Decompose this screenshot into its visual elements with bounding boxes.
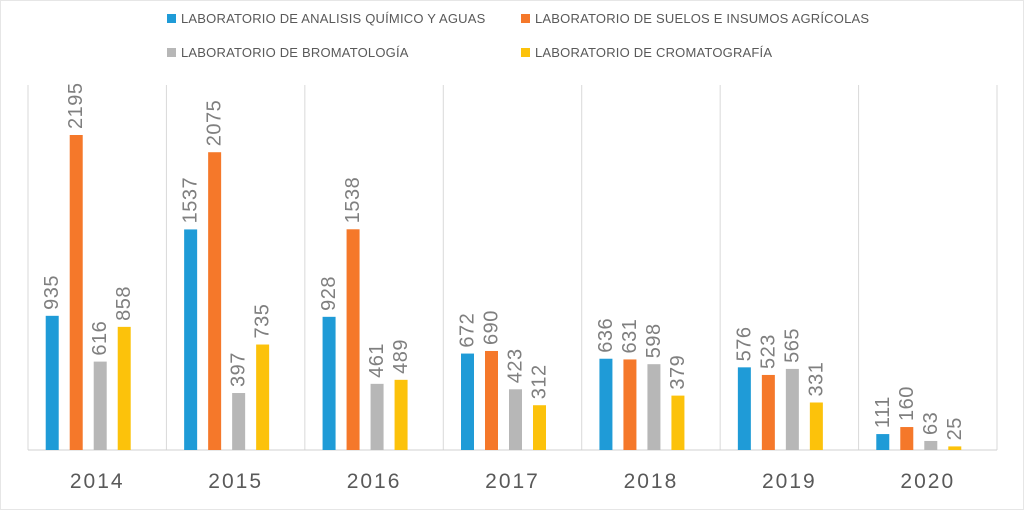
data-label: 489 [390, 339, 412, 374]
bar [671, 395, 685, 450]
x-tick-label: 2014 [70, 470, 125, 493]
bar [509, 389, 522, 450]
data-label: 576 [733, 326, 755, 361]
x-tick-label: 2015 [208, 470, 263, 493]
bar [208, 152, 222, 451]
bar [45, 315, 59, 450]
bar [461, 353, 474, 450]
legend-label-cromatografia: LABORATORIO DE CROMATOGRAFÍA [535, 45, 773, 60]
data-label: 598 [643, 323, 665, 358]
data-label: 616 [89, 321, 111, 356]
bar [876, 434, 890, 450]
bar [924, 440, 938, 450]
data-label: 631 [619, 319, 641, 354]
legend-swatch-bromatologia [167, 48, 176, 57]
data-label: 935 [41, 275, 63, 310]
data-label: 672 [457, 313, 479, 348]
legend-item-analisis-quimico: LABORATORIO DE ANALISIS QUÍMICO Y AGUAS [167, 11, 485, 26]
data-label: 63 [920, 412, 942, 435]
bar [900, 427, 914, 450]
data-label: 25 [944, 417, 966, 440]
legend-label-suelos-insumos: LABORATORIO DE SUELOS E INSUMOS AGRÍCOLA… [535, 11, 870, 26]
legend-item-bromatologia: LABORATORIO DE BROMATOLOGÍA [167, 45, 409, 60]
bar [737, 367, 751, 450]
bar [184, 229, 198, 450]
bar [647, 364, 661, 450]
data-label: 565 [781, 328, 803, 363]
bar [322, 316, 336, 450]
data-label: 2195 [65, 82, 87, 129]
bar [117, 326, 131, 450]
data-label: 461 [366, 343, 388, 378]
bar [256, 344, 270, 450]
data-label: 331 [805, 362, 827, 397]
data-label: 111 [872, 396, 894, 428]
data-label: 312 [529, 364, 551, 399]
bar [346, 229, 360, 450]
legend-item-suelos-insumos: LABORATORIO DE SUELOS E INSUMOS AGRÍCOLA… [521, 11, 869, 26]
bar [93, 361, 107, 450]
x-tick-label: 2016 [347, 470, 402, 493]
data-label: 397 [228, 352, 250, 387]
data-label: 735 [252, 304, 274, 339]
legend-swatch-analisis-quimico [167, 14, 176, 23]
data-label: 636 [595, 318, 617, 353]
data-label: 379 [667, 355, 689, 390]
bar [599, 358, 613, 450]
x-tick-label: 2018 [624, 470, 679, 493]
bar [370, 383, 384, 450]
x-tick-label: 2020 [900, 470, 955, 493]
data-label: 523 [757, 334, 779, 369]
bar [394, 379, 408, 450]
x-tick-label: 2019 [762, 470, 817, 493]
bar [485, 350, 498, 450]
bar [533, 405, 546, 450]
data-label: 690 [481, 310, 503, 345]
legend-item-cromatografia: LABORATORIO DE CROMATOGRAFÍA [521, 45, 772, 60]
bar [761, 374, 775, 450]
data-label: 928 [318, 276, 340, 311]
bar [785, 368, 799, 450]
data-label: 160 [896, 386, 918, 421]
data-label: 423 [505, 348, 527, 383]
bar [232, 393, 246, 450]
bar [623, 359, 637, 450]
data-label: 1538 [342, 177, 364, 224]
legend-label-analisis-quimico: LABORATORIO DE ANALISIS QUÍMICO Y AGUAS [181, 11, 486, 26]
bar [809, 402, 823, 450]
legend-swatch-cromatografia [521, 48, 530, 57]
data-label: 1537 [180, 177, 202, 224]
data-label: 2075 [204, 100, 226, 147]
legend-swatch-suelos-insumos [521, 14, 530, 23]
data-label: 858 [113, 286, 135, 321]
legend-label-bromatologia: LABORATORIO DE BROMATOLOGÍA [181, 45, 409, 60]
x-tick-label: 2017 [485, 470, 540, 493]
bar [69, 135, 83, 450]
bar [948, 446, 962, 450]
